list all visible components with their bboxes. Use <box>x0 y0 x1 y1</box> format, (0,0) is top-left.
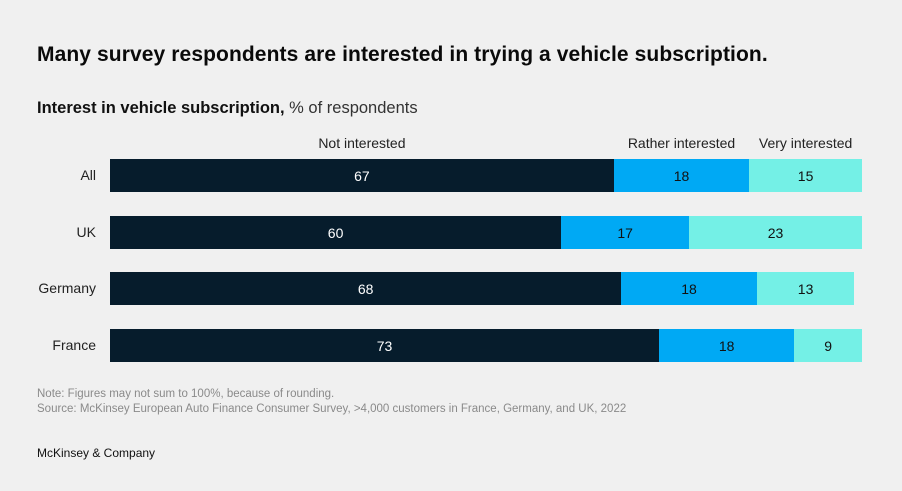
data-label: 68 <box>357 280 374 297</box>
category-label-france: France <box>52 337 96 353</box>
data-label: 13 <box>797 280 814 297</box>
bar-all-very-interested: 15 <box>749 159 862 192</box>
note-text: Note: Figures may not sum to 100%, becau… <box>37 388 335 400</box>
bar-france-rather-interested: 18 <box>658 329 795 362</box>
footnotes: Note: Figures may not sum to 100%, becau… <box>37 387 626 416</box>
data-label: 23 <box>767 224 784 241</box>
data-label: 60 <box>327 224 344 241</box>
legend-label-rather-interested: Rather interested <box>627 135 736 151</box>
subtitle-bold: Interest in vehicle subscription, <box>37 99 285 117</box>
bar-germany-very-interested: 13 <box>756 272 855 305</box>
subtitle-unit: % of respondents <box>289 99 418 117</box>
data-label: 15 <box>797 167 814 184</box>
chart-title: Many survey respondents are interested i… <box>37 43 768 66</box>
data-label: 67 <box>354 167 370 184</box>
source-text: Source: McKinsey European Auto Finance C… <box>37 402 627 415</box>
data-label: 73 <box>376 337 393 354</box>
bar-all-rather-interested: 18 <box>613 159 750 192</box>
bar-germany-rather-interested: 18 <box>621 272 757 305</box>
bar-uk-very-interested: 23 <box>689 216 862 249</box>
category-label-uk: UK <box>76 224 96 240</box>
legend-label-not-interested: Not interested <box>318 135 406 151</box>
bar-france-not-interested: 73 <box>110 329 659 362</box>
bar-uk-rather-interested: 17 <box>561 216 690 249</box>
bar-germany-not-interested: 68 <box>110 272 622 305</box>
data-label: 18 <box>673 167 690 184</box>
bar-uk-not-interested: 60 <box>110 216 562 249</box>
chart-subtitle: Interest in vehicle subscription, % of r… <box>37 99 418 118</box>
data-label: 18 <box>718 337 735 354</box>
data-label: 17 <box>617 224 633 241</box>
data-label: 18 <box>681 280 697 297</box>
data-label: 9 <box>824 337 833 354</box>
brand-logo-text: McKinsey & Company <box>37 446 156 460</box>
legend-label-very-interested: Very interested <box>758 135 853 151</box>
bar-all-not-interested: 67 <box>110 159 614 192</box>
category-label-all: All <box>80 167 96 183</box>
bar-france-very-interested: 9 <box>794 329 862 362</box>
category-label-germany: Germany <box>38 280 96 296</box>
